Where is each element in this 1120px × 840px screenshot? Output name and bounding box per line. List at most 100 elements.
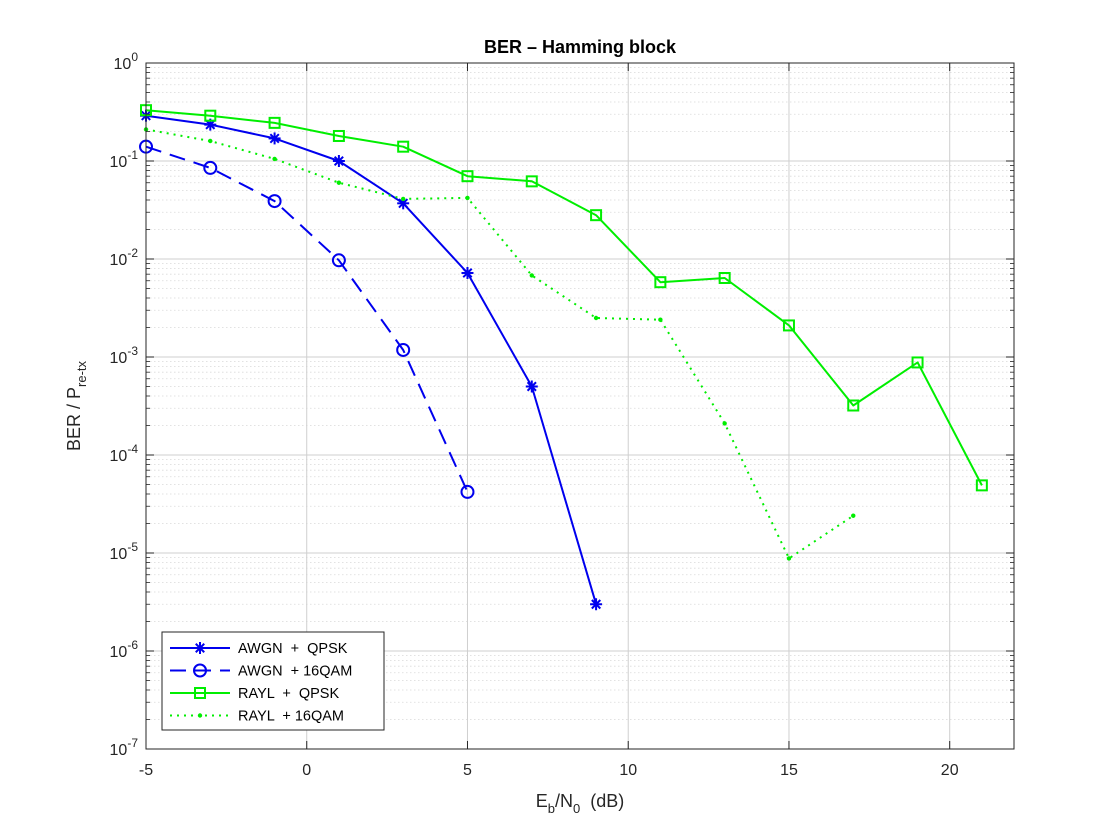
- y-tick-base: 10: [110, 350, 128, 367]
- x-tick-label: 20: [941, 762, 959, 779]
- asterisk-stroke: [462, 268, 473, 278]
- data-point-dot: [786, 556, 792, 561]
- data-point-asterisk: [204, 118, 217, 131]
- y-axis-label: BER / Pre-tx: [64, 360, 89, 451]
- data-point-circle: [267, 194, 282, 209]
- chart-title: BER – Hamming block: [484, 37, 677, 57]
- legend-entry: RAYL + QPSK: [170, 686, 339, 702]
- series-3: [143, 127, 856, 561]
- data-point-circle: [331, 253, 346, 268]
- grid: [145, 62, 1014, 750]
- x-tick-label: 10: [619, 762, 637, 779]
- data-point-dot: [465, 195, 470, 201]
- y-tick-exponent: -1: [127, 148, 138, 162]
- y-label-main: BER / P: [64, 387, 84, 451]
- data-point-circle: [203, 160, 218, 175]
- x-tick-label: 0: [302, 762, 311, 779]
- data-point-square: [525, 175, 538, 188]
- x-axis-label: Eb/N0 (dB): [536, 791, 625, 816]
- data-point-asterisk: [590, 598, 603, 611]
- asterisk-stroke: [333, 156, 344, 166]
- y-tick-label: 10-3: [110, 344, 139, 367]
- data-point-dot: [272, 156, 277, 162]
- legend-label: RAYL + QPSK: [238, 686, 339, 702]
- series-layer: [139, 104, 988, 611]
- x-label-sub1: b: [548, 801, 555, 816]
- x-label-main: E: [536, 791, 548, 811]
- asterisk-stroke: [591, 599, 602, 610]
- series-line: [145, 145, 469, 493]
- y-tick-exponent: -3: [127, 344, 138, 358]
- data-point-dot: [593, 315, 599, 321]
- data-point-square: [782, 319, 795, 332]
- x-label-mid: /N: [555, 791, 573, 811]
- data-point-dot: [658, 317, 663, 322]
- asterisk-stroke: [195, 643, 205, 653]
- legend-label: AWGN + 16QAM: [238, 664, 352, 680]
- y-tick-exponent: -6: [127, 638, 138, 652]
- legend-entries: AWGN + QPSK AWGN + 16QAM RAYL + QPSK RAYL +…: [170, 641, 352, 725]
- y-tick-base: 10: [110, 742, 128, 759]
- y-tick-label: 10-2: [110, 246, 139, 269]
- y-tick-base: 10: [110, 448, 128, 465]
- x-label-sub2: 0: [573, 801, 580, 816]
- series-line: [145, 114, 598, 605]
- data-point-asterisk: [525, 380, 538, 393]
- data-point-square: [397, 140, 410, 153]
- data-point-dot: [197, 713, 203, 718]
- y-tick-base: 10: [110, 154, 128, 171]
- data-point-square: [268, 116, 281, 129]
- data-point-square: [461, 170, 474, 183]
- y-tick-exponent: 0: [131, 50, 138, 64]
- y-tick-exponent: -4: [127, 442, 138, 456]
- data-point-dot: [529, 273, 534, 278]
- legend: AWGN + QPSK AWGN + 16QAM RAYL + QPSK RAYL +…: [161, 631, 385, 731]
- data-point-circle: [396, 342, 411, 357]
- data-point-asterisk: [268, 132, 281, 145]
- y-tick-label: 100: [114, 50, 139, 73]
- data-point-square: [911, 356, 924, 369]
- legend-entry: AWGN + QPSK: [170, 641, 348, 657]
- data-point-asterisk: [397, 197, 410, 210]
- data-point-square: [590, 209, 603, 222]
- x-tick-label: 15: [780, 762, 798, 779]
- x-tick-label: 5: [463, 762, 472, 779]
- y-tick-label: 10-5: [110, 540, 139, 563]
- plot-frame: [145, 62, 1015, 750]
- data-point-square: [718, 271, 731, 284]
- asterisk-stroke: [205, 119, 216, 130]
- legend-label: AWGN + QPSK: [238, 641, 348, 657]
- data-point-circle: [193, 663, 207, 678]
- data-point-dot: [851, 513, 856, 518]
- data-point-asterisk: [461, 266, 474, 279]
- data-point-square: [975, 479, 988, 492]
- y-tick-exponent: -7: [127, 736, 138, 750]
- y-tick-exponent: -2: [127, 246, 138, 260]
- data-point-dot: [722, 421, 727, 426]
- y-tick-base: 10: [110, 252, 128, 269]
- x-label-tail: (dB): [580, 791, 624, 811]
- data-point-circle: [460, 484, 475, 499]
- y-tick-exponent: -5: [127, 540, 138, 554]
- data-point-dot: [400, 196, 406, 202]
- legend-entry: AWGN + 16QAM: [170, 663, 352, 680]
- data-point-square: [654, 276, 667, 289]
- series-1: [139, 139, 475, 499]
- data-point-dot: [208, 138, 213, 144]
- y-tick-base: 10: [110, 644, 128, 661]
- data-point-asterisk: [194, 642, 206, 654]
- series-line: [145, 109, 983, 486]
- legend-label: RAYL + 16QAM: [238, 709, 344, 725]
- data-point-asterisk: [332, 155, 345, 167]
- x-tick-label: -5: [139, 762, 153, 779]
- legend-entry: RAYL + 16QAM: [170, 709, 344, 725]
- y-tick-label: 10-7: [110, 736, 139, 759]
- asterisk-stroke: [526, 381, 537, 392]
- y-tick-label: 10-6: [110, 638, 139, 661]
- y-tick-label: 10-1: [110, 148, 139, 171]
- y-tick-label: 10-4: [110, 442, 139, 465]
- data-point-square: [332, 129, 345, 142]
- data-point-square: [847, 399, 860, 412]
